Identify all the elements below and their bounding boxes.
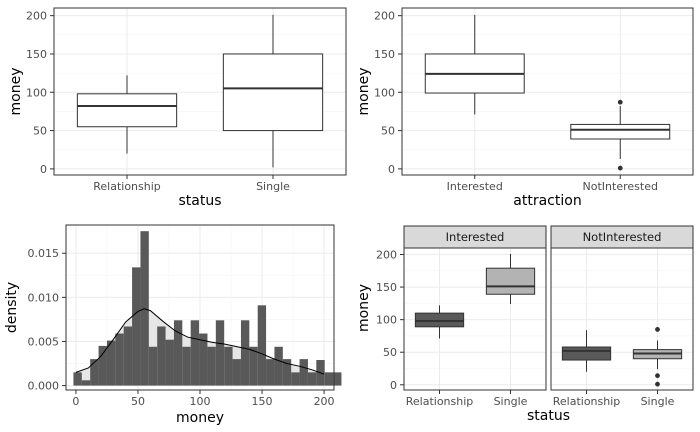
histogram-bar xyxy=(140,231,149,386)
status-boxplot-box xyxy=(76,93,178,128)
attraction-boxplot-x-tick-label: Interested xyxy=(447,180,503,193)
histogram-bar xyxy=(115,333,124,386)
facet-boxplot-x-tick-label: Relationship xyxy=(553,395,621,408)
histogram-y-tick-label: 0.005 xyxy=(28,335,60,348)
status-boxplot-box xyxy=(222,53,324,132)
facet-boxplot-box xyxy=(561,346,612,361)
histogram-bar xyxy=(81,380,91,386)
status-boxplot-x-tick-label: Single xyxy=(256,180,290,193)
histogram-bar xyxy=(274,346,283,386)
facet-boxplot-x-axis-title: status xyxy=(527,408,570,424)
attraction-boxplot-y-tick-label: 0 xyxy=(388,163,395,176)
attraction-boxplot-outlier xyxy=(617,165,623,171)
facet-boxplot-box xyxy=(485,267,536,295)
facet-boxplot-panel-border xyxy=(550,247,694,391)
facet-boxplot-outlier xyxy=(655,373,660,379)
histogram-bar xyxy=(73,372,82,386)
status-boxplot-y-tick-label: 0 xyxy=(40,163,47,176)
facet-boxplot-outlier xyxy=(655,381,660,387)
histogram-x-axis-title: money xyxy=(176,410,224,426)
attraction-boxplot-x-tick-label: NotInterested xyxy=(583,180,658,193)
facet-boxplot-panel-border xyxy=(403,247,547,391)
histogram-x-tick-label: 100 xyxy=(190,395,211,408)
status-boxplot-x-tick-label: Relationship xyxy=(93,180,161,193)
histogram-bar xyxy=(249,346,258,386)
histogram-bar xyxy=(333,372,342,386)
facet-boxplot-strip-label: Interested xyxy=(446,230,505,244)
facet-boxplot-y-tick-label: 0 xyxy=(390,379,397,392)
facet-boxplot-y-tick-label: 100 xyxy=(376,314,397,327)
histogram-bar xyxy=(307,372,317,386)
histogram-bar xyxy=(123,326,133,386)
attraction-boxplot-box xyxy=(570,123,671,140)
histogram-bar xyxy=(232,359,241,386)
histogram-y-axis-title: density xyxy=(4,282,20,333)
histogram-x-tick-label: 200 xyxy=(314,395,335,408)
attraction-boxplot-panel-border xyxy=(401,7,694,176)
histogram-bar xyxy=(98,345,107,386)
facet-boxplot-y-axis-title: money xyxy=(356,284,372,332)
attraction-boxplot-y-tick-label: 150 xyxy=(374,48,395,61)
histogram-x-tick-label: 0 xyxy=(72,395,79,408)
histogram-bar xyxy=(148,346,158,386)
histogram-x-tick-label: 150 xyxy=(252,395,273,408)
status-boxplot-y-tick-label: 100 xyxy=(26,86,47,99)
facet-boxplot-x-tick-label: Single xyxy=(641,395,675,408)
histogram-bar xyxy=(291,372,300,386)
attraction-boxplot-y-tick-label: 100 xyxy=(374,86,395,99)
attraction-boxplot-y-tick-label: 200 xyxy=(374,10,395,23)
histogram-bar xyxy=(173,320,183,386)
histogram-bar xyxy=(282,359,292,386)
histogram-bar xyxy=(224,346,233,386)
histogram-bar xyxy=(299,359,308,386)
attraction-boxplot-y-tick-label: 50 xyxy=(381,125,395,138)
histogram-bar xyxy=(207,346,216,386)
attraction-boxplot-outlier xyxy=(617,99,623,105)
status-boxplot-y-tick-label: 150 xyxy=(26,48,47,61)
status-boxplot-y-tick-label: 200 xyxy=(26,10,47,23)
attraction-boxplot-x-axis-title: attraction xyxy=(513,193,581,209)
facet-boxplot-y-tick-label: 50 xyxy=(383,346,397,359)
status-boxplot-y-axis-title: money xyxy=(8,68,24,116)
histogram-bar xyxy=(199,333,208,386)
histogram-y-tick-label: 0.010 xyxy=(28,291,60,304)
histogram-bar xyxy=(157,326,166,386)
histogram-bar xyxy=(132,267,141,386)
facet-boxplot-strip-label: NotInterested xyxy=(583,230,662,244)
histogram-bar xyxy=(165,339,174,386)
histogram-bar xyxy=(257,305,267,386)
status-boxplot-x-axis-title: status xyxy=(178,193,221,209)
histogram-bar xyxy=(240,320,250,386)
histogram-x-tick-label: 50 xyxy=(131,395,145,408)
attraction-boxplot-y-axis-title: money xyxy=(356,68,372,116)
status-boxplot-panel-border xyxy=(53,7,347,176)
histogram-y-tick-label: 0.015 xyxy=(28,247,60,260)
histogram-bar xyxy=(266,359,275,386)
status-boxplot-y-tick-label: 50 xyxy=(33,125,47,138)
facet-boxplot-x-tick-label: Relationship xyxy=(406,395,474,408)
facet-boxplot-outlier xyxy=(655,327,660,332)
histogram-bar xyxy=(182,346,191,386)
facet-boxplot-y-tick-label: 200 xyxy=(376,249,397,262)
histogram-density-line xyxy=(75,308,325,375)
facet-boxplot-x-tick-label: Single xyxy=(494,395,528,408)
histogram-bar xyxy=(215,320,225,386)
histogram-bar xyxy=(190,320,200,386)
histogram-bar xyxy=(106,340,116,386)
histogram-bar xyxy=(324,372,334,386)
histogram-bar xyxy=(90,359,99,386)
facet-boxplot-y-tick-label: 150 xyxy=(376,281,397,294)
histogram-y-tick-label: 0.000 xyxy=(28,380,60,393)
